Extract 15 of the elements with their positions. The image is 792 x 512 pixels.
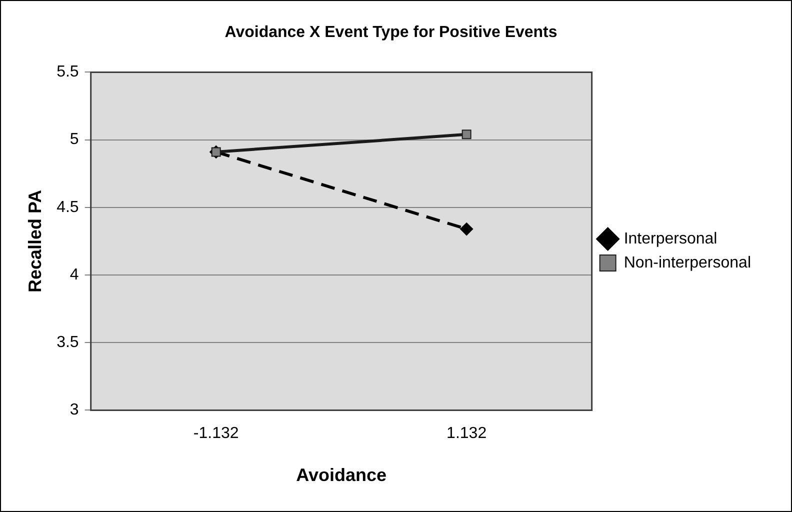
y-tick-label: 3 — [70, 402, 79, 419]
x-axis-title: Avoidance — [296, 465, 387, 486]
point — [462, 130, 472, 140]
legend-label: Interpersonal — [624, 230, 718, 248]
y-tick-label: 4 — [70, 266, 79, 284]
legend-label: Non-interpersonal — [624, 254, 752, 272]
point — [460, 222, 474, 236]
x-tick-label: 1.132 — [446, 425, 487, 442]
y-tick-label: 5 — [70, 131, 79, 148]
y-tick-label: 3.5 — [56, 334, 79, 352]
x-tick-label: -1.132 — [193, 425, 239, 442]
y-axis-title: Recalled PA — [24, 190, 45, 293]
y-tick-label: 4.5 — [56, 198, 79, 216]
chart-title: Avoidance X Event Type for Positive Events — [224, 24, 558, 42]
y-tick-label: 5.5 — [56, 64, 79, 81]
